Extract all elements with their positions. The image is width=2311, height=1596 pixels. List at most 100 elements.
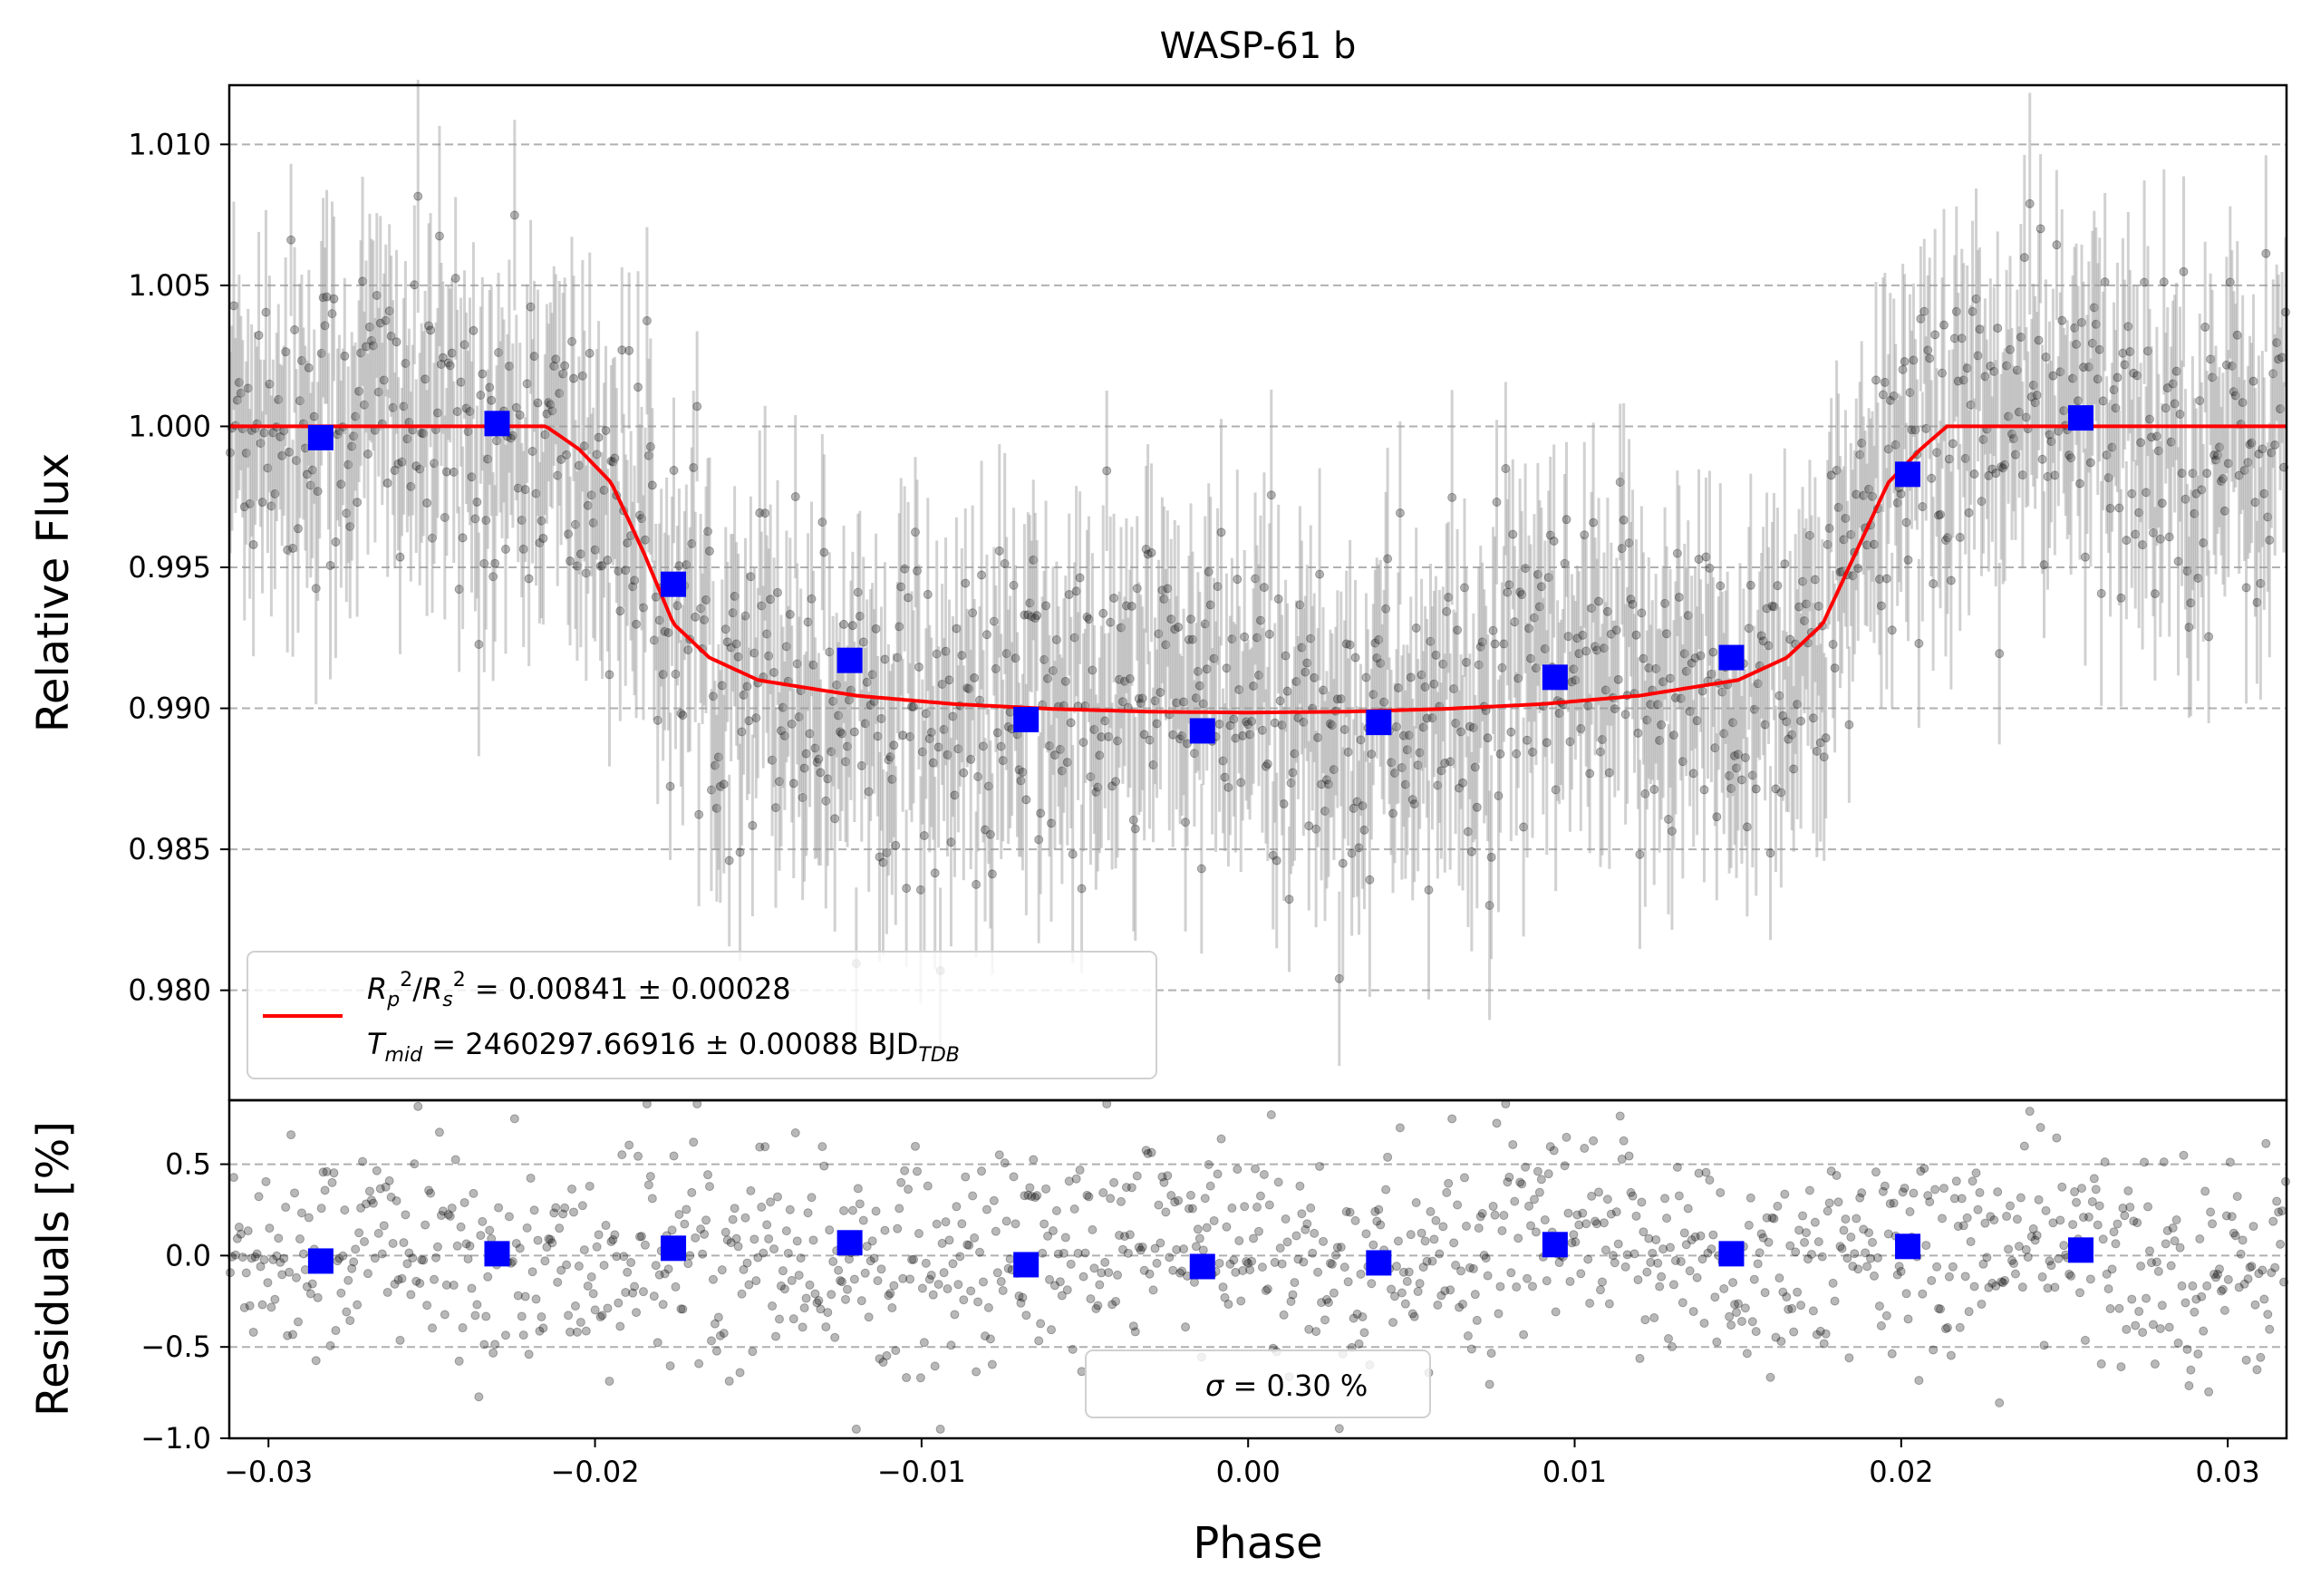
- flux-point: [2019, 253, 2029, 263]
- flux-point: [1334, 973, 1344, 983]
- flux-point: [305, 480, 315, 490]
- residual-point: [972, 1367, 981, 1377]
- flux-point: [281, 347, 291, 357]
- residual-point: [726, 1238, 736, 1248]
- residual-point: [2113, 1219, 2122, 1229]
- residual-point: [1817, 1252, 1827, 1262]
- residual-point: [1409, 1311, 1419, 1321]
- flux-point: [1527, 747, 1537, 757]
- residual-point: [909, 1254, 919, 1264]
- residual-point: [762, 1220, 772, 1230]
- flux-point: [1104, 731, 1114, 741]
- flux-point: [239, 502, 249, 512]
- flux-point: [1214, 719, 1224, 729]
- residual-point: [1051, 1205, 1061, 1215]
- residuals-legend-sigma: σ = 0.30 %: [1205, 1369, 1368, 1403]
- flux-point: [860, 719, 870, 729]
- flux-point: [1391, 721, 1401, 731]
- flux-point: [304, 363, 314, 372]
- residual-point: [1185, 1204, 1194, 1214]
- residual-point: [1534, 1187, 1544, 1197]
- flux-point: [1571, 675, 1581, 685]
- residual-point: [917, 1283, 927, 1293]
- flux-point: [1177, 731, 1187, 741]
- residual-point: [1336, 1243, 1346, 1253]
- flux-point: [572, 561, 582, 571]
- flux-point: [329, 294, 339, 304]
- flux-point: [762, 629, 772, 639]
- flux-point: [1440, 759, 1450, 769]
- flux-point: [309, 411, 319, 421]
- residual-point: [1519, 1330, 1529, 1340]
- residual-point: [331, 1326, 341, 1336]
- flux-point: [1940, 536, 1950, 546]
- flux-point: [981, 630, 991, 640]
- flux-point: [1102, 466, 1112, 476]
- residual-point: [1989, 1215, 1999, 1225]
- flux-point: [855, 611, 865, 621]
- flux-point: [588, 517, 598, 527]
- residual-point: [404, 1248, 414, 1258]
- residual-point: [1991, 1281, 2001, 1291]
- flux-point: [746, 572, 756, 582]
- residual-point: [1036, 1319, 1046, 1329]
- flux-point: [882, 848, 892, 858]
- flux-point: [950, 790, 960, 800]
- flux-point: [483, 454, 493, 464]
- residual-point: [1619, 1136, 1629, 1146]
- residual-point: [1531, 1227, 1541, 1237]
- flux-point: [839, 619, 849, 629]
- residual-point: [1900, 1183, 1910, 1193]
- flux-point: [1699, 785, 1709, 795]
- flux-point: [553, 470, 563, 480]
- residual-point: [1406, 1230, 1416, 1240]
- flux-point: [1097, 732, 1107, 742]
- residual-point: [1876, 1320, 1886, 1330]
- flux-point: [694, 809, 704, 819]
- flux-point: [823, 774, 833, 784]
- flux-point: [923, 589, 933, 599]
- residual-point: [1524, 1201, 1534, 1211]
- residual-point: [1622, 1250, 1632, 1260]
- flux-point: [2028, 380, 2038, 390]
- flux-point: [358, 276, 368, 286]
- flux-point: [2184, 623, 2194, 633]
- flux-point: [345, 522, 355, 532]
- phase-x-tick-label: −0.01: [877, 1455, 966, 1489]
- flux-point: [318, 293, 328, 303]
- flux-point: [779, 730, 789, 740]
- residual-point: [1813, 1237, 1823, 1247]
- residual-point: [1905, 1207, 1915, 1217]
- residual-point: [1508, 1139, 1518, 1149]
- residual-point: [781, 1226, 791, 1236]
- residual-point: [636, 1232, 646, 1242]
- residual-point: [2030, 1235, 2040, 1245]
- flux-point: [766, 595, 776, 605]
- residual-point: [669, 1151, 679, 1161]
- flux-point: [1964, 508, 1974, 517]
- residual-point: [426, 1188, 436, 1198]
- residual-point: [825, 1225, 835, 1235]
- flux-point: [1495, 749, 1505, 759]
- residual-point: [1894, 1262, 1904, 1272]
- residual-point: [1034, 1336, 1044, 1346]
- flux-point: [1542, 738, 1552, 748]
- flux-point: [2030, 398, 2040, 408]
- flux-point: [1492, 497, 1502, 507]
- residual-point: [590, 1305, 600, 1315]
- flux-point: [604, 670, 614, 680]
- flux-point: [2122, 536, 2132, 546]
- residual-point: [1776, 1336, 1786, 1346]
- flux-point: [399, 401, 409, 411]
- residual-point: [1730, 1300, 1740, 1310]
- phase-x-tick-label: 0.03: [2196, 1455, 2260, 1489]
- flux-point: [1036, 808, 1046, 818]
- residual-point: [787, 1275, 797, 1285]
- residual-point: [1451, 1261, 1461, 1271]
- flux-point: [1929, 579, 1939, 589]
- residual-point: [1295, 1181, 1305, 1191]
- flux-point: [1262, 759, 1272, 769]
- residual-point: [1921, 1241, 1931, 1251]
- residual-point: [619, 1252, 629, 1262]
